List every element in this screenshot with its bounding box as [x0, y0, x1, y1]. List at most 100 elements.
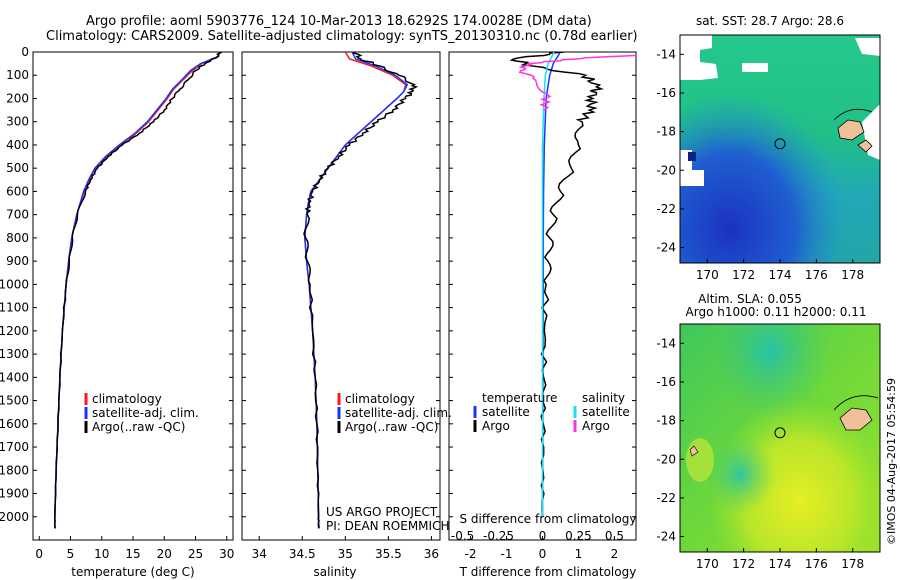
sst-argo-position-marker [774, 138, 786, 150]
legend-label-argo: Argo(..raw -QC) [92, 420, 185, 434]
map-lon-tick-label: 170 [696, 557, 719, 571]
map-lat-tick-label: -18 [656, 125, 676, 139]
salinity-annotation-2: PI: DEAN ROEMMICH [326, 519, 449, 533]
salinity-climatology-line [304, 52, 407, 529]
t-difference-t-argo-line [509, 52, 604, 517]
temperature-tick-label: 10 [94, 547, 109, 561]
temperature-satellite-adj-clim--line [54, 52, 220, 529]
depth-tick-label: 800 [6, 231, 29, 245]
legend-label-argo: Argo(..raw -QC) [345, 420, 438, 434]
depth-tick-label: 1900 [0, 487, 29, 501]
t-difference-t-satellite-line [541, 52, 562, 517]
salinity-legend: climatology satellite-adj. clim. Argo(..… [337, 392, 452, 434]
map-lon-tick-label: 170 [696, 268, 719, 282]
s-difference-s-argo-line [518, 54, 636, 111]
sst-map-axes: 170 172 174 176 178 -14 -16 -18 -20 -22 -24 [656, 47, 864, 282]
salinity-tick-label: 35.5 [375, 547, 402, 561]
legend-s-heading: salinity [582, 391, 625, 405]
salinity-argo-line [303, 52, 419, 529]
sla-map-image [680, 324, 880, 552]
map-lon-tick-label: 172 [732, 557, 755, 571]
temperature-legend: climatology satellite-adj. clim. Argo(..… [84, 392, 199, 434]
s-difference-tick-label: 0.25 [565, 529, 592, 543]
map-lat-tick-label: -22 [656, 491, 676, 505]
salinity-tick-label: 34 [252, 547, 267, 561]
difference-x-axes: -2 -1 0 1 2 -0.5 -0.25 0 0.25 0.5 [451, 529, 624, 561]
sla-map-axes: 170 172 174 176 178 -14 -16 -18 -20 -22 -24 [656, 336, 864, 571]
salinity-tick-label: 35 [338, 547, 353, 561]
temperature-tick-label: 5 [67, 547, 75, 561]
title-line-1: Argo profile: aoml 5903776_124 10-Mar-20… [86, 14, 592, 29]
depth-tick-label: 1600 [0, 417, 29, 431]
depth-tick-label: 1400 [0, 370, 29, 384]
t-difference-tick-label: -2 [465, 547, 477, 561]
temperature-series [53, 52, 222, 529]
title-line-2: Climatology: CARS2009. Satellite-adjuste… [46, 29, 638, 44]
map-lat-tick-label: -22 [656, 202, 676, 216]
depth-tick-label: 300 [6, 115, 29, 129]
map-lon-tick-label: 178 [841, 268, 864, 282]
map-lat-tick-label: -14 [656, 336, 676, 350]
salinity-x-axis: 34 34.5 35 35.5 36 [252, 536, 439, 561]
salinity-xlabel: salinity [313, 565, 356, 579]
depth-tick-label: 100 [6, 68, 29, 82]
t-difference-tick-label: 0 [539, 547, 547, 561]
s-difference-xlabel: S difference from climatology [460, 512, 637, 526]
depth-tick-label: 1000 [0, 277, 29, 291]
temperature-tick-label: 15 [125, 547, 140, 561]
map-lon-tick-label: 172 [732, 268, 755, 282]
difference-legend: temperature satellite Argo salinity sate… [473, 391, 630, 433]
map-lon-tick-label: 176 [805, 557, 828, 571]
depth-tick-label: 1500 [0, 394, 29, 408]
temperature-tick-label: 30 [219, 547, 234, 561]
legend-label-climatology: climatology [345, 392, 415, 406]
temperature-tick-label: 25 [188, 547, 203, 561]
map-lat-tick-label: -18 [656, 414, 676, 428]
temperature-tick-label: 0 [35, 547, 43, 561]
t-difference-tick-label: 2 [611, 547, 619, 561]
depth-tick-label: 900 [6, 254, 29, 268]
salinity-panel-frame [241, 51, 441, 541]
map-lon-tick-label: 174 [769, 557, 792, 571]
salinity-tick-label: 36 [424, 547, 439, 561]
depth-tick-label: 500 [6, 161, 29, 175]
temperature-panel-frame [32, 51, 234, 541]
temperature-xlabel: temperature (deg C) [71, 565, 194, 579]
s-difference-s-satellite-line [541, 52, 555, 517]
temperature-climatology-line [54, 52, 220, 529]
sla-map-title-1: Altim. SLA: 0.055 [698, 292, 802, 306]
depth-tick-label: 400 [6, 138, 29, 152]
map-lat-tick-label: -14 [656, 47, 676, 61]
sla-argo-position-marker [774, 427, 786, 439]
temperature-argo-line [53, 52, 222, 529]
depth-tick-label: 2000 [0, 510, 29, 524]
map-lat-tick-label: -20 [656, 163, 676, 177]
depth-tick-label: 1100 [0, 301, 29, 315]
map-lon-tick-label: 176 [805, 268, 828, 282]
salinity-satellite-adj-clim--line [304, 52, 409, 529]
sla-map-title-2: Argo h1000: 0.11 h2000: 0.11 [686, 305, 867, 319]
map-lat-tick-label: -16 [656, 86, 676, 100]
depth-tick-label: 600 [6, 184, 29, 198]
legend-t-heading: temperature [482, 391, 557, 405]
t-difference-tick-label: 1 [575, 547, 583, 561]
imos-credit: ©IMOS 04-Aug-2017 05:54:59 [885, 378, 898, 545]
depth-tick-label: 1800 [0, 463, 29, 477]
depth-tick-label: 1200 [0, 324, 29, 338]
map-lat-tick-label: -16 [656, 375, 676, 389]
s-difference-tick-label: -0.5 [451, 529, 474, 543]
map-lat-tick-label: -20 [656, 452, 676, 466]
legend-label-t-satellite: satellite [482, 405, 530, 419]
depth-axis: 0 100 200 300 400 500 600 700 800 900 1000 1100 1200… [0, 45, 636, 524]
sst-map-title: sat. SST: 28.7 Argo: 28.6 [696, 14, 844, 28]
legend-label-s-argo: Argo [582, 419, 610, 433]
legend-label-satellite: satellite-adj. clim. [345, 406, 452, 420]
map-lon-tick-label: 174 [769, 268, 792, 282]
s-difference-tick-label: 0.5 [605, 529, 624, 543]
map-lat-tick-label: -24 [656, 241, 676, 255]
depth-tick-label: 700 [6, 208, 29, 222]
map-lon-tick-label: 178 [841, 557, 864, 571]
temperature-x-axis: 0 5 10 15 20 25 30 [35, 536, 234, 561]
legend-label-s-satellite: satellite [582, 405, 630, 419]
